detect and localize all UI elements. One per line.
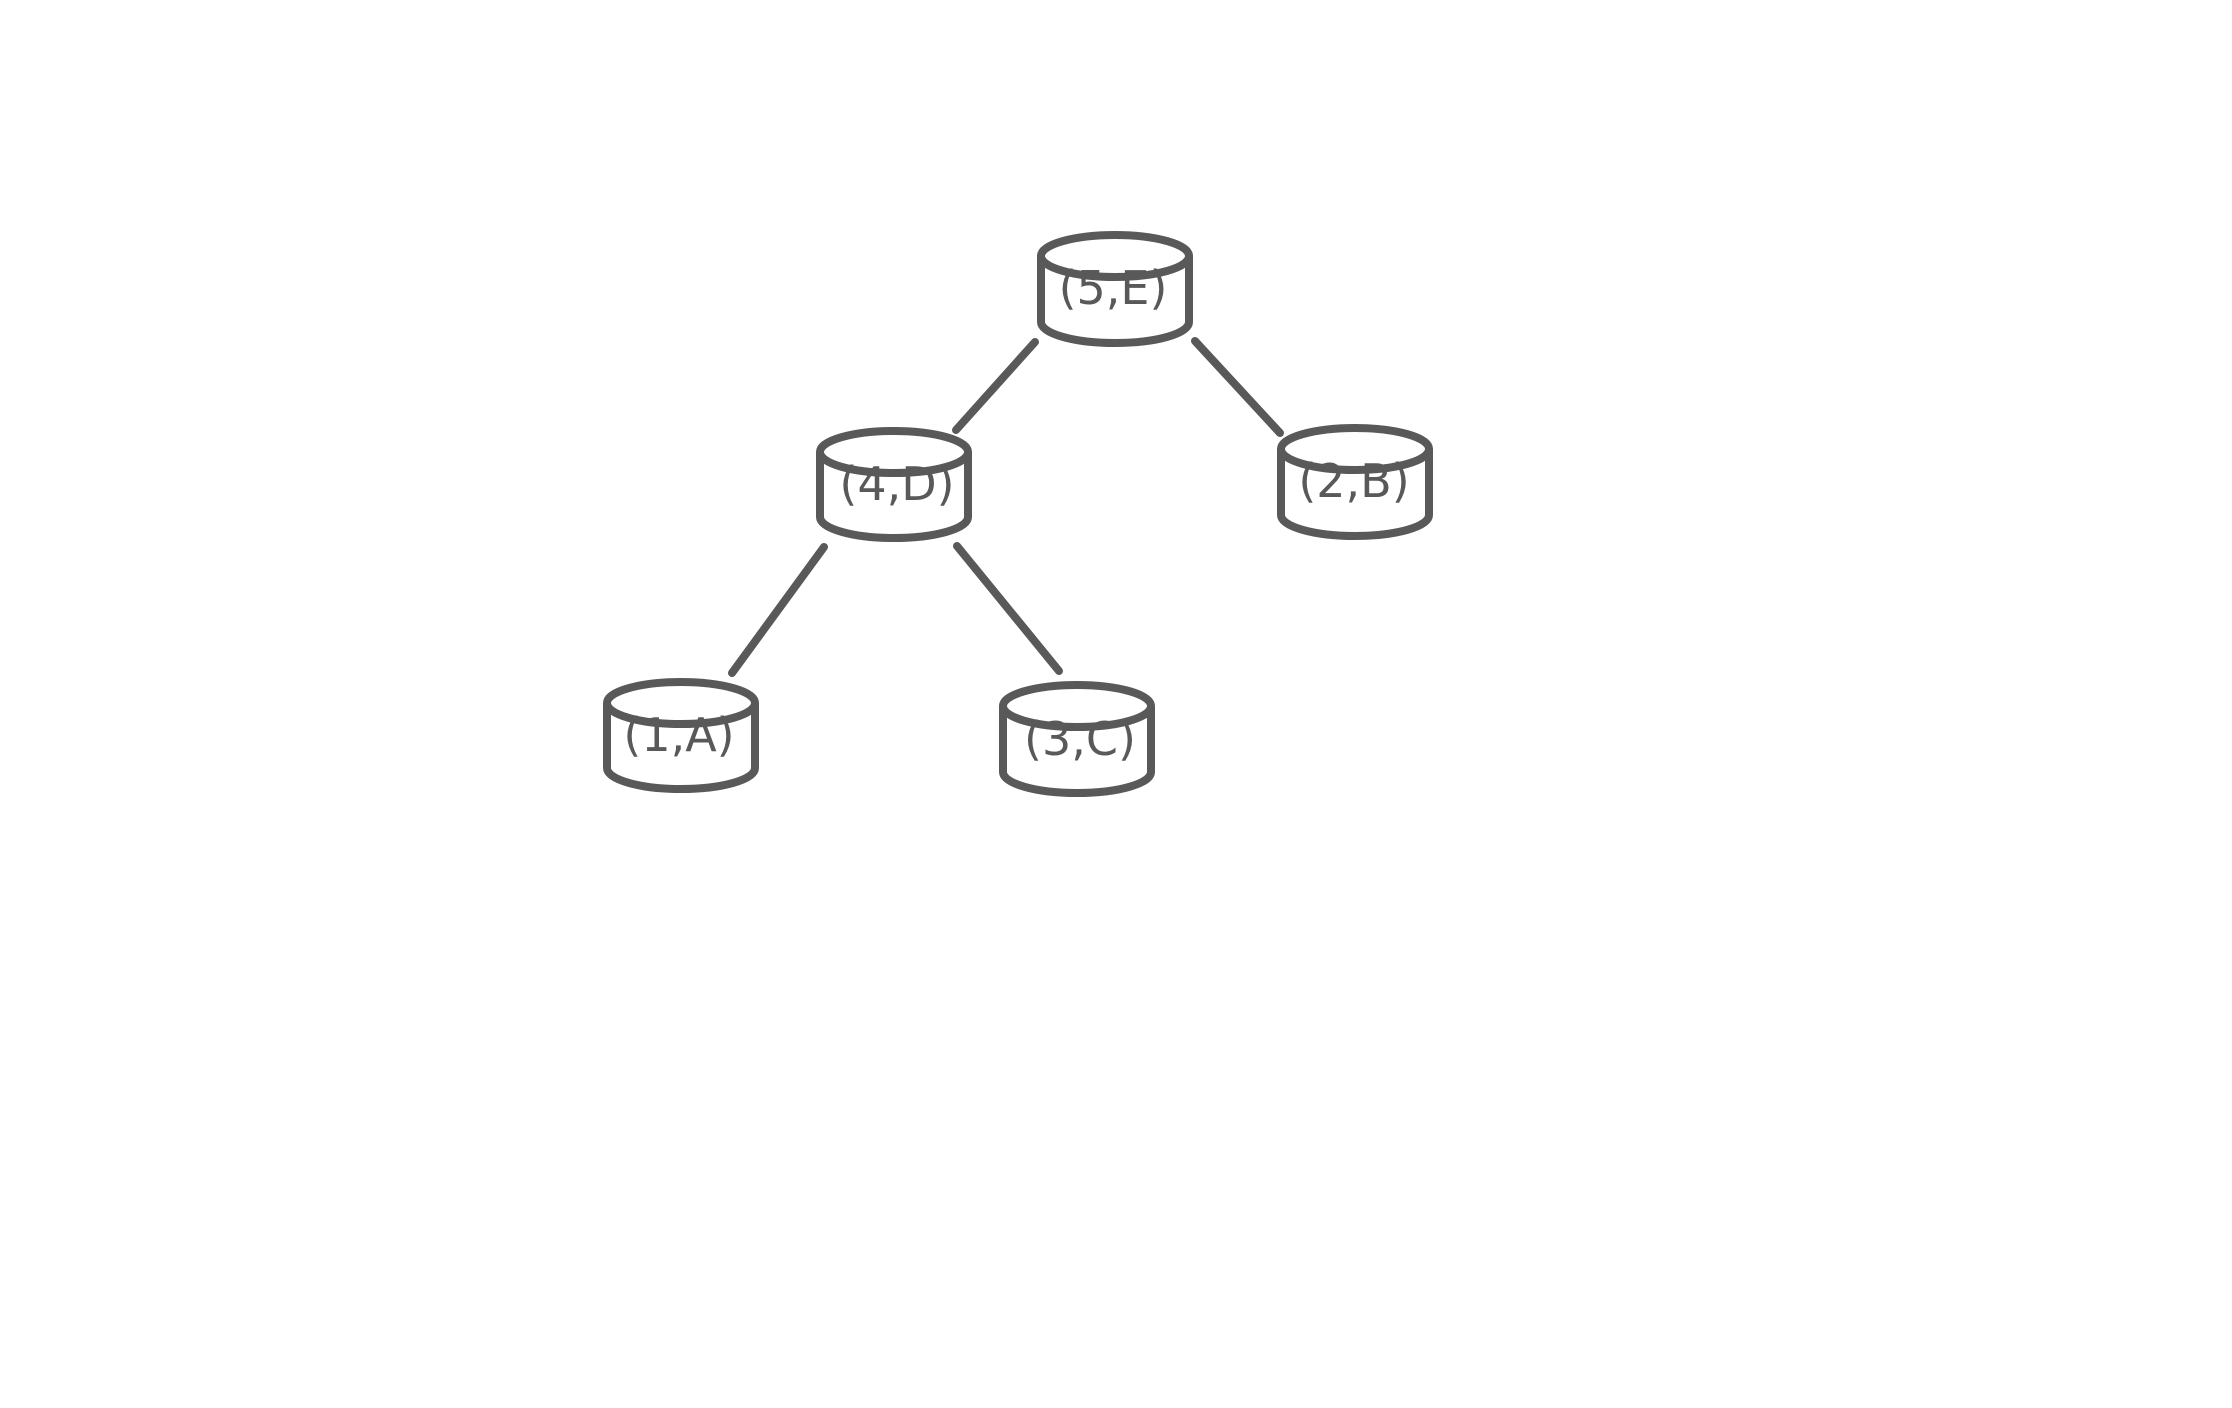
node-3-C: (3,C) [999,681,1155,797]
node-label: (5,E) [1059,261,1168,315]
edge-E-B [1191,337,1284,437]
cylinder-rim [999,705,1155,731]
node-1-A: (1,A) [603,678,759,793]
edge-D-C [953,542,1063,675]
cylinder-rim [816,451,972,477]
cylinder-rim [1277,448,1433,474]
cylinder-shape [999,681,1155,797]
cylinder-shape [1037,231,1193,347]
node-label: (1,A) [623,708,734,762]
edge-D-A [728,543,828,677]
node-label: (4,D) [839,457,954,511]
node-4-D: (4,D) [816,427,972,542]
edge-E-D [952,338,1039,434]
node-5-E: (5,E) [1037,231,1193,347]
cylinder-shape [603,678,759,793]
cylinder-shape [816,427,972,542]
cylinder-rim [603,702,759,728]
edges [728,337,1284,677]
cylinder-shape [1277,424,1433,540]
node-label: (3,C) [1024,712,1136,766]
node-2-B: (2,B) [1277,424,1433,540]
cylinder-rim [1037,255,1193,281]
node-label: (2,B) [1298,454,1409,508]
